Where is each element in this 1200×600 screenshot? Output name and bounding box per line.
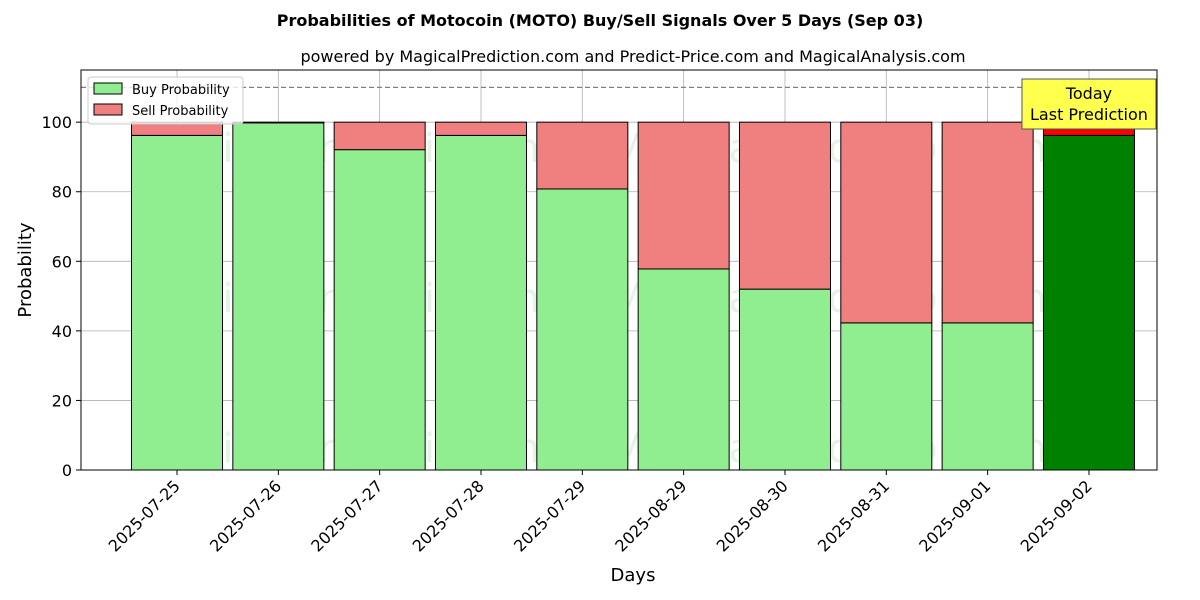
x-tick-label: 2025-07-25 [105,476,184,555]
sell-bar [840,121,933,324]
buy-bar [840,322,933,471]
legend-swatch-sell [93,103,123,116]
sell-bar [941,121,1034,324]
legend-label-buy: Buy Probability [132,83,230,98]
bars [131,121,1135,471]
chart-title: Probabilities of Motocoin (MOTO) Buy/Sel… [277,11,924,30]
x-axis-ticks: 2025-07-25 2025-07-26 2025-07-27 2025-07-28… [105,470,1096,556]
buy-bar [536,188,629,471]
x-tick-label: 2025-09-02 [1017,476,1096,555]
buy-bar [232,122,325,471]
sell-bar [536,121,629,190]
plot-frame [80,69,1158,471]
x-tick-label: 2025-08-31 [814,476,893,555]
sell-bar [738,121,831,290]
sell-bar [637,121,730,270]
x-tick-label: 2025-07-28 [409,476,488,555]
y-axis-ticks: 0 20 40 60 80 100 [41,113,81,480]
y-tick-label: 80 [52,183,72,202]
y-tick-label: 100 [41,113,72,132]
buy-bar [941,322,1034,471]
y-tick-label: 60 [52,252,72,271]
buy-bar [738,288,831,471]
y-axis-label: Probability [15,222,36,317]
x-tick-label: 2025-09-01 [915,476,994,555]
buy-bar [637,268,730,471]
legend-box [87,76,244,125]
annotation-text: Today [1065,84,1112,103]
today-annotation: Today Last Prediction [1021,78,1157,130]
x-tick-label: 2025-08-30 [713,476,792,555]
sell-bar [232,121,325,124]
buy-bar [333,149,426,471]
buy-bar [1042,134,1135,471]
buy-bar [131,134,223,471]
legend-label-sell: Sell Probability [132,104,229,119]
sell-bar [434,121,527,136]
x-tick-label: 2025-07-26 [206,476,285,555]
annotation-text: Last Prediction [1030,105,1148,124]
y-tick-label: 40 [52,322,72,341]
annotation-box [1021,78,1157,130]
x-tick-label: 2025-07-27 [307,476,386,555]
buy-bar [434,134,527,471]
sell-bar [333,121,426,151]
x-tick-label: 2025-07-29 [510,476,589,555]
legend: Buy Probability Sell Probability [87,76,244,125]
chart-subtitle: powered by MagicalPrediction.com and Pre… [300,47,965,66]
x-tick-label: 2025-08-29 [611,476,690,555]
y-tick-label: 0 [62,461,72,480]
y-tick-label: 20 [52,391,72,410]
x-axis-label: Days [611,565,656,586]
legend-swatch-buy [93,82,123,95]
